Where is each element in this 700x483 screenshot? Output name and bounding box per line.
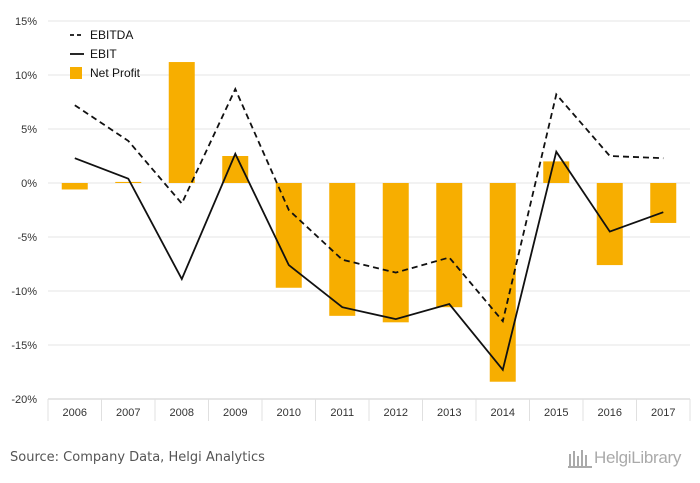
net-profit-bar: [650, 183, 677, 223]
y-tick-label: 5%: [21, 124, 37, 136]
x-tick-label: 2016: [598, 407, 622, 419]
net-profit-bar: [61, 183, 88, 190]
y-tick-label: -5%: [17, 232, 37, 244]
x-tick-label: 2014: [491, 407, 515, 419]
net-profit-bar: [596, 183, 623, 266]
x-tick-label: 2013: [437, 407, 461, 419]
y-tick-label: -20%: [11, 394, 37, 406]
net-profit-bar: [382, 183, 409, 323]
logo-text: HelgiLibrary: [594, 448, 682, 467]
x-tick-label: 2015: [544, 407, 568, 419]
x-tick-label: 2008: [170, 407, 194, 419]
legend: EBITDA EBIT Net Profit: [70, 28, 141, 80]
y-tick-label: 0%: [21, 178, 37, 190]
y-tick-label: -15%: [11, 340, 37, 352]
x-tick-label: 2007: [116, 407, 140, 419]
ebit-legend-label: EBIT: [90, 47, 117, 61]
y-tick-label: -10%: [11, 286, 37, 298]
grid: [48, 20, 690, 400]
source-note: Source: Company Data, Helgi Analytics: [10, 450, 265, 465]
net-profit-bars: [61, 62, 677, 382]
x-tick-label: 2006: [63, 407, 87, 419]
net-profit-bar: [329, 183, 356, 316]
net-profit-legend-swatch: [70, 67, 82, 79]
net-profit-bar: [436, 183, 463, 308]
y-tick-label: 10%: [15, 70, 37, 82]
y-tick-label: 15%: [15, 16, 37, 28]
ebitda-line: [74, 86, 664, 324]
net-profit-bar: [168, 62, 195, 183]
library-icon: [568, 450, 592, 468]
ebitda-legend-label: EBITDA: [90, 28, 133, 42]
ebit-line: [74, 149, 664, 372]
x-axis: 2006 2007 2008 2009 2010 2011 2012 2013 2014 2015…: [47, 398, 691, 421]
x-tick-label: 2011: [330, 407, 354, 419]
x-tick-label: 2009: [223, 407, 247, 419]
x-tick-label: 2012: [384, 407, 408, 419]
y-axis: 15% 10% 5% 0% -5% -10% -15% -20%: [11, 16, 37, 406]
net-profit-bar: [222, 156, 249, 183]
net-profit-legend-label: Net Profit: [90, 66, 141, 80]
net-profit-bar: [275, 183, 302, 288]
x-tick-label: 2010: [277, 407, 301, 419]
helgi-library-logo: HelgiLibrary: [568, 448, 681, 468]
series-lines: [74, 86, 664, 372]
x-tick-label: 2017: [651, 407, 675, 419]
net-profit-bar: [115, 181, 142, 183]
